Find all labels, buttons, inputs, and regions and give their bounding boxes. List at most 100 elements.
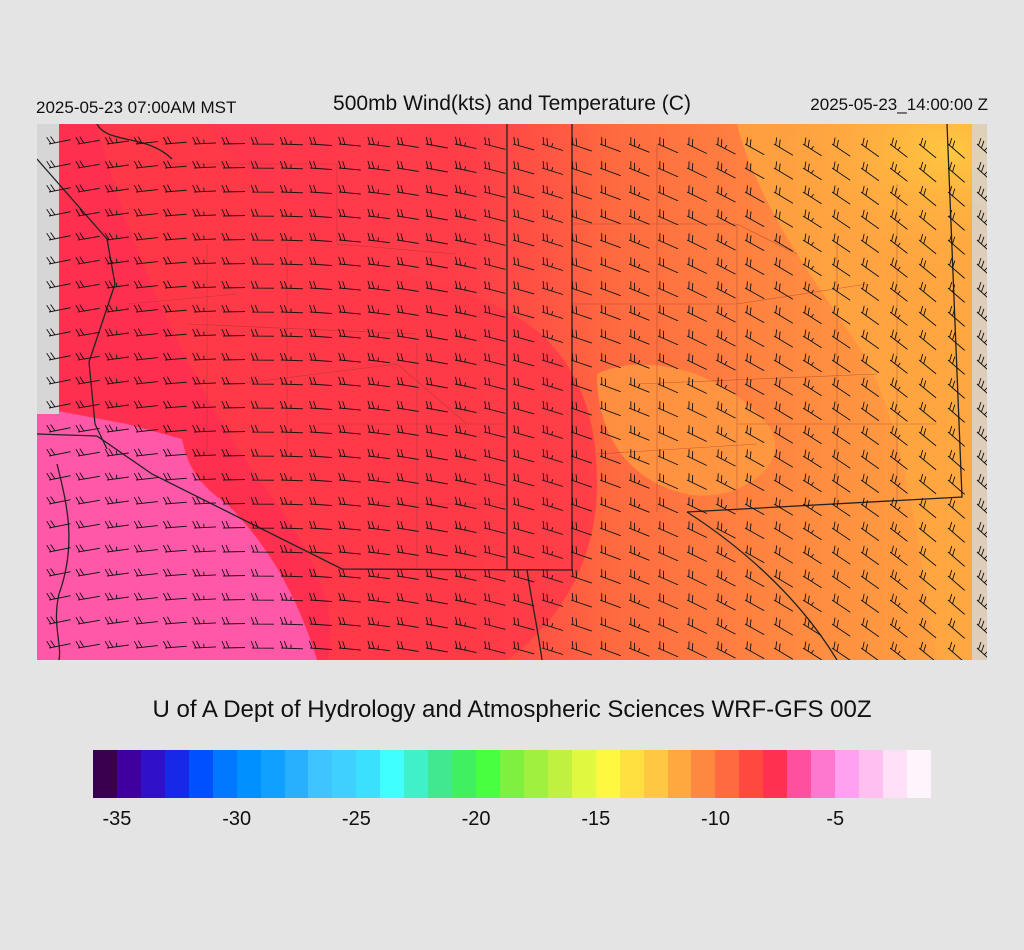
wind-barb: [947, 377, 965, 399]
colorbar-swatch: [643, 750, 668, 798]
wind-barb: [133, 520, 158, 529]
wind-barb: [599, 281, 621, 297]
wind-barb: [860, 593, 880, 614]
wind-barb: [163, 472, 187, 481]
wind-barb: [367, 256, 390, 268]
wind-barb: [773, 281, 794, 300]
wind-barb: [686, 233, 707, 250]
wind-barb: [425, 304, 448, 317]
wind-barb: [163, 304, 187, 313]
wind-barb: [599, 185, 621, 201]
wind-barb: [192, 640, 217, 649]
wind-barb: [454, 640, 477, 654]
wind-barb: [425, 184, 448, 197]
wind-barb: [889, 641, 907, 660]
colorbar-labels: -35 -30 -25 -20 -15 -10 -5: [93, 808, 931, 838]
wind-barbs: [46, 136, 987, 660]
wind-barb: [628, 137, 650, 153]
wind-barb: [104, 448, 129, 457]
wind-barb: [831, 497, 851, 517]
wind-barb: [221, 256, 246, 265]
colorbar-swatch: [523, 750, 548, 798]
colorbar-swatch: [811, 750, 836, 798]
wind-barb: [483, 328, 506, 342]
wind-barb: [104, 568, 129, 577]
wind-barb: [802, 353, 822, 373]
wind-barb: [309, 184, 333, 194]
wind-barb: [657, 233, 679, 250]
wind-barb: [715, 233, 736, 251]
wind-barb: [947, 425, 965, 447]
temperature-field: [37, 124, 987, 660]
wind-barb: [802, 617, 822, 637]
wind-barb: [889, 257, 908, 278]
wind-barb: [512, 496, 535, 511]
wind-barb: [976, 161, 987, 178]
wind-barb: [744, 521, 765, 540]
wind-barb: [133, 640, 158, 649]
wind-barb: [860, 497, 880, 518]
wind-barb: [425, 376, 448, 389]
wind-barb: [133, 280, 158, 289]
wind-barb: [163, 424, 187, 433]
wind-barb: [396, 640, 419, 652]
wind-barb: [657, 593, 679, 610]
wind-barb: [425, 616, 448, 629]
wind-barb: [802, 137, 822, 157]
wind-barb: [715, 353, 736, 371]
wind-barb: [686, 473, 707, 490]
wind-barb: [46, 352, 71, 361]
wind-barb: [221, 472, 246, 481]
wind-barb: [104, 400, 129, 409]
wind-barb: [75, 280, 100, 289]
colorbar-swatch: [739, 750, 764, 798]
wind-barb: [512, 280, 535, 295]
wind-barb: [918, 353, 937, 375]
wind-barb: [686, 353, 707, 370]
wind-barb: [918, 425, 937, 447]
wind-barb: [279, 472, 304, 482]
wind-barb: [483, 520, 506, 534]
wind-barb: [773, 257, 794, 276]
wind-barb: [338, 136, 361, 147]
wind-barb: [454, 472, 477, 486]
wind-barb: [570, 520, 592, 536]
wind-barb: [831, 449, 851, 469]
wind-barb: [599, 497, 621, 513]
wind-barb: [512, 568, 535, 583]
wind-barb: [338, 352, 361, 363]
wind-barb: [918, 449, 937, 471]
wind-barb: [715, 617, 736, 635]
wind-barb: [483, 424, 506, 438]
wind-barb: [512, 472, 535, 487]
wind-barb: [976, 569, 987, 586]
wind-barb: [657, 257, 679, 274]
wind-barb: [860, 329, 880, 350]
colorbar-tick-label: -20: [461, 808, 491, 830]
colorbar-swatch: [595, 750, 620, 798]
wind-barb: [773, 137, 794, 156]
wind-barb: [483, 256, 506, 270]
wind-barb: [46, 376, 71, 385]
wind-barb: [570, 616, 592, 632]
wind-barb: [192, 136, 217, 145]
colorbar-swatch: [308, 750, 333, 798]
wind-barb: [133, 544, 158, 553]
wind-barb: [686, 449, 707, 466]
wind-barb: [773, 449, 794, 468]
wind-barb: [338, 376, 361, 387]
wind-barb: [279, 208, 304, 218]
wind-barb: [976, 353, 987, 370]
wind-barb: [221, 544, 246, 553]
wind-barb: [686, 617, 707, 634]
wind-barb: [918, 161, 937, 183]
wind-barb: [976, 329, 987, 346]
wind-barb: [425, 544, 448, 557]
wind-barb: [744, 425, 765, 444]
wind-barb: [309, 448, 333, 458]
wind-barb: [192, 304, 217, 313]
wind-barb: [541, 400, 564, 415]
wind-barb: [918, 569, 937, 591]
wind-barb: [860, 305, 880, 326]
wind-barb: [192, 448, 217, 457]
